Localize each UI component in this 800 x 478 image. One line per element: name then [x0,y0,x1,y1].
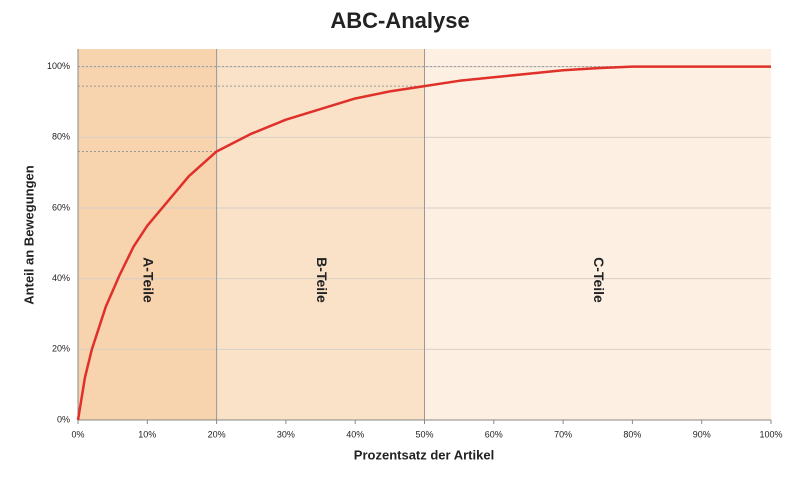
chart-title: ABC-Analyse [330,8,469,33]
x-tick-label: 30% [277,429,295,439]
zone-label: B-Teile [314,257,330,303]
x-tick-label: 90% [693,429,711,439]
x-tick-label: 100% [759,429,782,439]
x-axis-label: Prozentsatz der Artikel [354,447,494,462]
y-axis-label: Anteil an Bewegungen [21,165,36,304]
x-tick-label: 50% [415,429,433,439]
x-tick-label: 0% [71,429,84,439]
y-tick-label: 60% [52,202,70,212]
x-tick-label: 10% [138,429,156,439]
zone-label: A-Teile [141,257,157,303]
y-tick-label: 80% [52,132,70,142]
x-tick-label: 80% [623,429,641,439]
y-tick-label: 100% [47,61,70,71]
x-tick-label: 70% [554,429,572,439]
y-tick-label: 20% [52,344,70,354]
y-tick-label: 40% [52,273,70,283]
data-line [76,65,771,421]
y-tick-label: 0% [57,414,70,424]
zone [78,49,217,420]
zone-label: C-Teile [591,257,607,303]
zone [216,49,425,420]
zone [424,49,771,420]
x-tick-label: 40% [346,429,364,439]
x-tick-label: 60% [485,429,503,439]
x-tick-label: 20% [208,429,226,439]
